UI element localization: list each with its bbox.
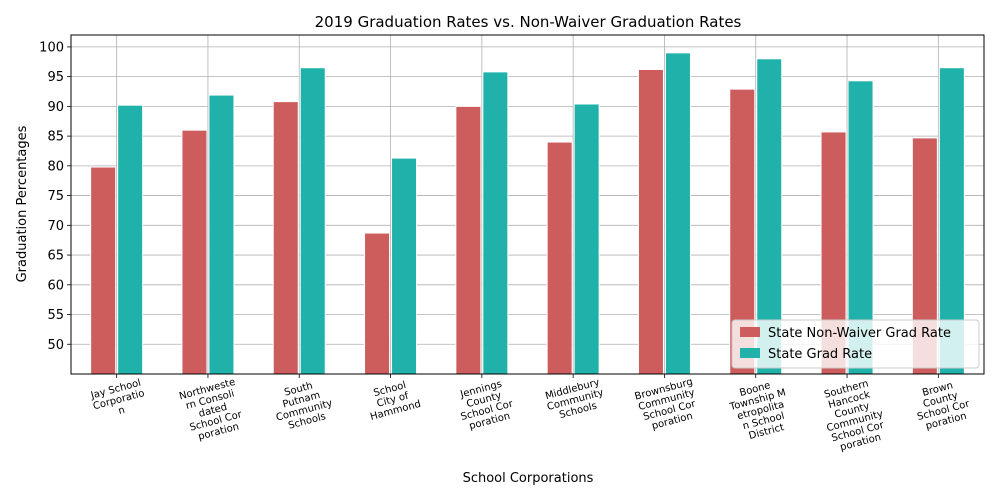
y-tick-label: 50 — [47, 338, 64, 353]
bar-state-grad-rate — [664, 52, 691, 375]
bar-non-waiver-grad-rate — [364, 232, 391, 375]
y-tick-label: 85 — [47, 130, 64, 145]
y-tick-label: 95 — [47, 70, 64, 85]
bar-non-waiver-grad-rate — [181, 129, 208, 375]
bar-state-grad-rate — [573, 103, 600, 375]
legend-label: State Grad Rate — [768, 347, 872, 362]
bars-layer — [90, 52, 965, 375]
x-tick-label: BooneTownship Metropolitan SchoolDistric… — [725, 377, 796, 445]
legend-swatch — [740, 348, 760, 358]
bar-non-waiver-grad-rate — [90, 166, 117, 375]
x-tick-label: SouthPutnamCommunitySchools — [269, 377, 336, 435]
legend-swatch — [740, 327, 760, 337]
x-tick-label: JenningsCountySchool Corporation — [454, 377, 518, 434]
x-tick-label: Jay SchoolCorporation — [89, 377, 149, 423]
x-tick-label: SouthernHancockCountyCommunitySchool Cor… — [817, 377, 890, 456]
y-tick-label: 75 — [47, 189, 64, 204]
x-axis-label: School Corporations — [463, 471, 594, 486]
y-tick-label: 65 — [47, 249, 64, 264]
y-tick-label: 55 — [47, 308, 64, 323]
bar-non-waiver-grad-rate — [455, 105, 482, 375]
bar-state-grad-rate — [208, 94, 235, 375]
y-axis-ticks: 50 55 60 65 70 75 80 85 90 95 100 — [39, 40, 71, 353]
bar-non-waiver-grad-rate — [637, 68, 664, 375]
bar-state-grad-rate — [117, 104, 144, 375]
x-tick-label: MiddleburyCommunitySchools — [543, 377, 608, 424]
y-tick-label: 90 — [47, 100, 64, 115]
y-tick-label: 80 — [47, 159, 64, 174]
y-tick-label: 70 — [47, 219, 64, 234]
x-tick-label: Northwestern ConsolidatedSchool Corporat… — [178, 377, 248, 445]
x-tick-label: BrownCountySchool Corporation — [910, 377, 974, 434]
legend-box — [731, 319, 980, 369]
y-tick-label: 60 — [47, 278, 64, 293]
bar-state-grad-rate — [482, 71, 509, 375]
x-axis-ticks: Jay SchoolCorporation Northwestern Consol… — [89, 374, 974, 456]
x-tick-label: BrownsburgCommunitySchool Corporation — [634, 377, 703, 435]
y-axis-label: Graduation Percentages — [15, 125, 30, 282]
x-tick-label: SchoolCity ofHammond — [363, 378, 422, 423]
chart-title: 2019 Graduation Rates vs. Non-Waiver Gra… — [315, 13, 742, 31]
bar-non-waiver-grad-rate — [546, 141, 573, 375]
bar-non-waiver-grad-rate — [272, 101, 299, 375]
bar-state-grad-rate — [299, 67, 326, 375]
plot-frame — [70, 34, 985, 375]
legend-label: State Non-Waiver Grad Rate — [768, 326, 951, 341]
legend: State Non-Waiver Grad Rate State Grad Rat… — [731, 319, 980, 369]
y-tick-label: 100 — [39, 40, 64, 55]
bar-state-grad-rate — [391, 157, 418, 375]
